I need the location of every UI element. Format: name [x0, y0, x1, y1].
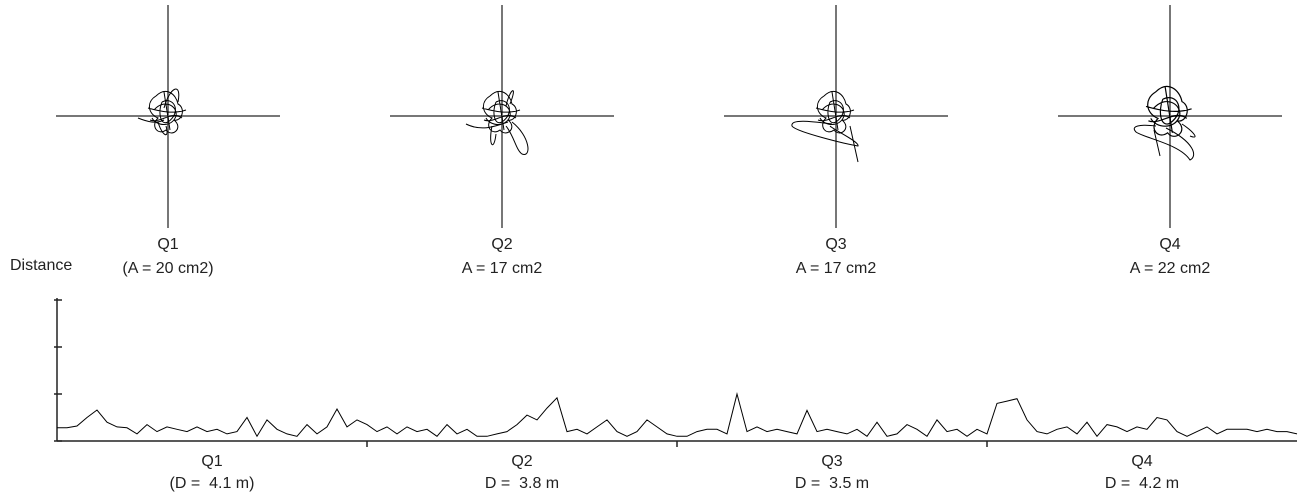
- panel-label: Q3: [825, 236, 846, 253]
- sway-trace: [137, 88, 180, 136]
- segment-label: Q2: [511, 453, 532, 470]
- sway-panel-3: [724, 5, 948, 228]
- segment-sublabel: D = 3.8 m: [485, 475, 559, 492]
- panel-label: Q4: [1159, 236, 1180, 253]
- distance-line: [57, 392, 1298, 438]
- segment-label: Q1: [201, 453, 222, 470]
- panel-label: Q2: [491, 236, 512, 253]
- sway-trace: [1133, 123, 1196, 161]
- sway-trace: [791, 120, 859, 163]
- segment-sublabel: (D = 4.1 m): [170, 475, 255, 492]
- segment-sublabel: D = 4.2 m: [1105, 475, 1179, 492]
- sway-trace: [465, 90, 529, 155]
- segment-label: Q4: [1131, 453, 1152, 470]
- y-axis-label: Distance: [10, 257, 72, 274]
- panel-area-label: A = 17 cm2: [462, 260, 543, 277]
- sway-panel-1: [56, 5, 280, 228]
- panel-area-label: A = 22 cm2: [1130, 260, 1211, 277]
- sway-trace: [1145, 85, 1193, 137]
- sway-panel-4: [1058, 5, 1282, 228]
- segment-label: Q3: [821, 453, 842, 470]
- panel-area-label: A = 17 cm2: [796, 260, 877, 277]
- panel-label: Q1: [157, 236, 178, 253]
- panel-area-label: (A = 20 cm2): [122, 260, 213, 277]
- sway-panel-2: [390, 5, 614, 228]
- segment-sublabel: D = 3.5 m: [795, 475, 869, 492]
